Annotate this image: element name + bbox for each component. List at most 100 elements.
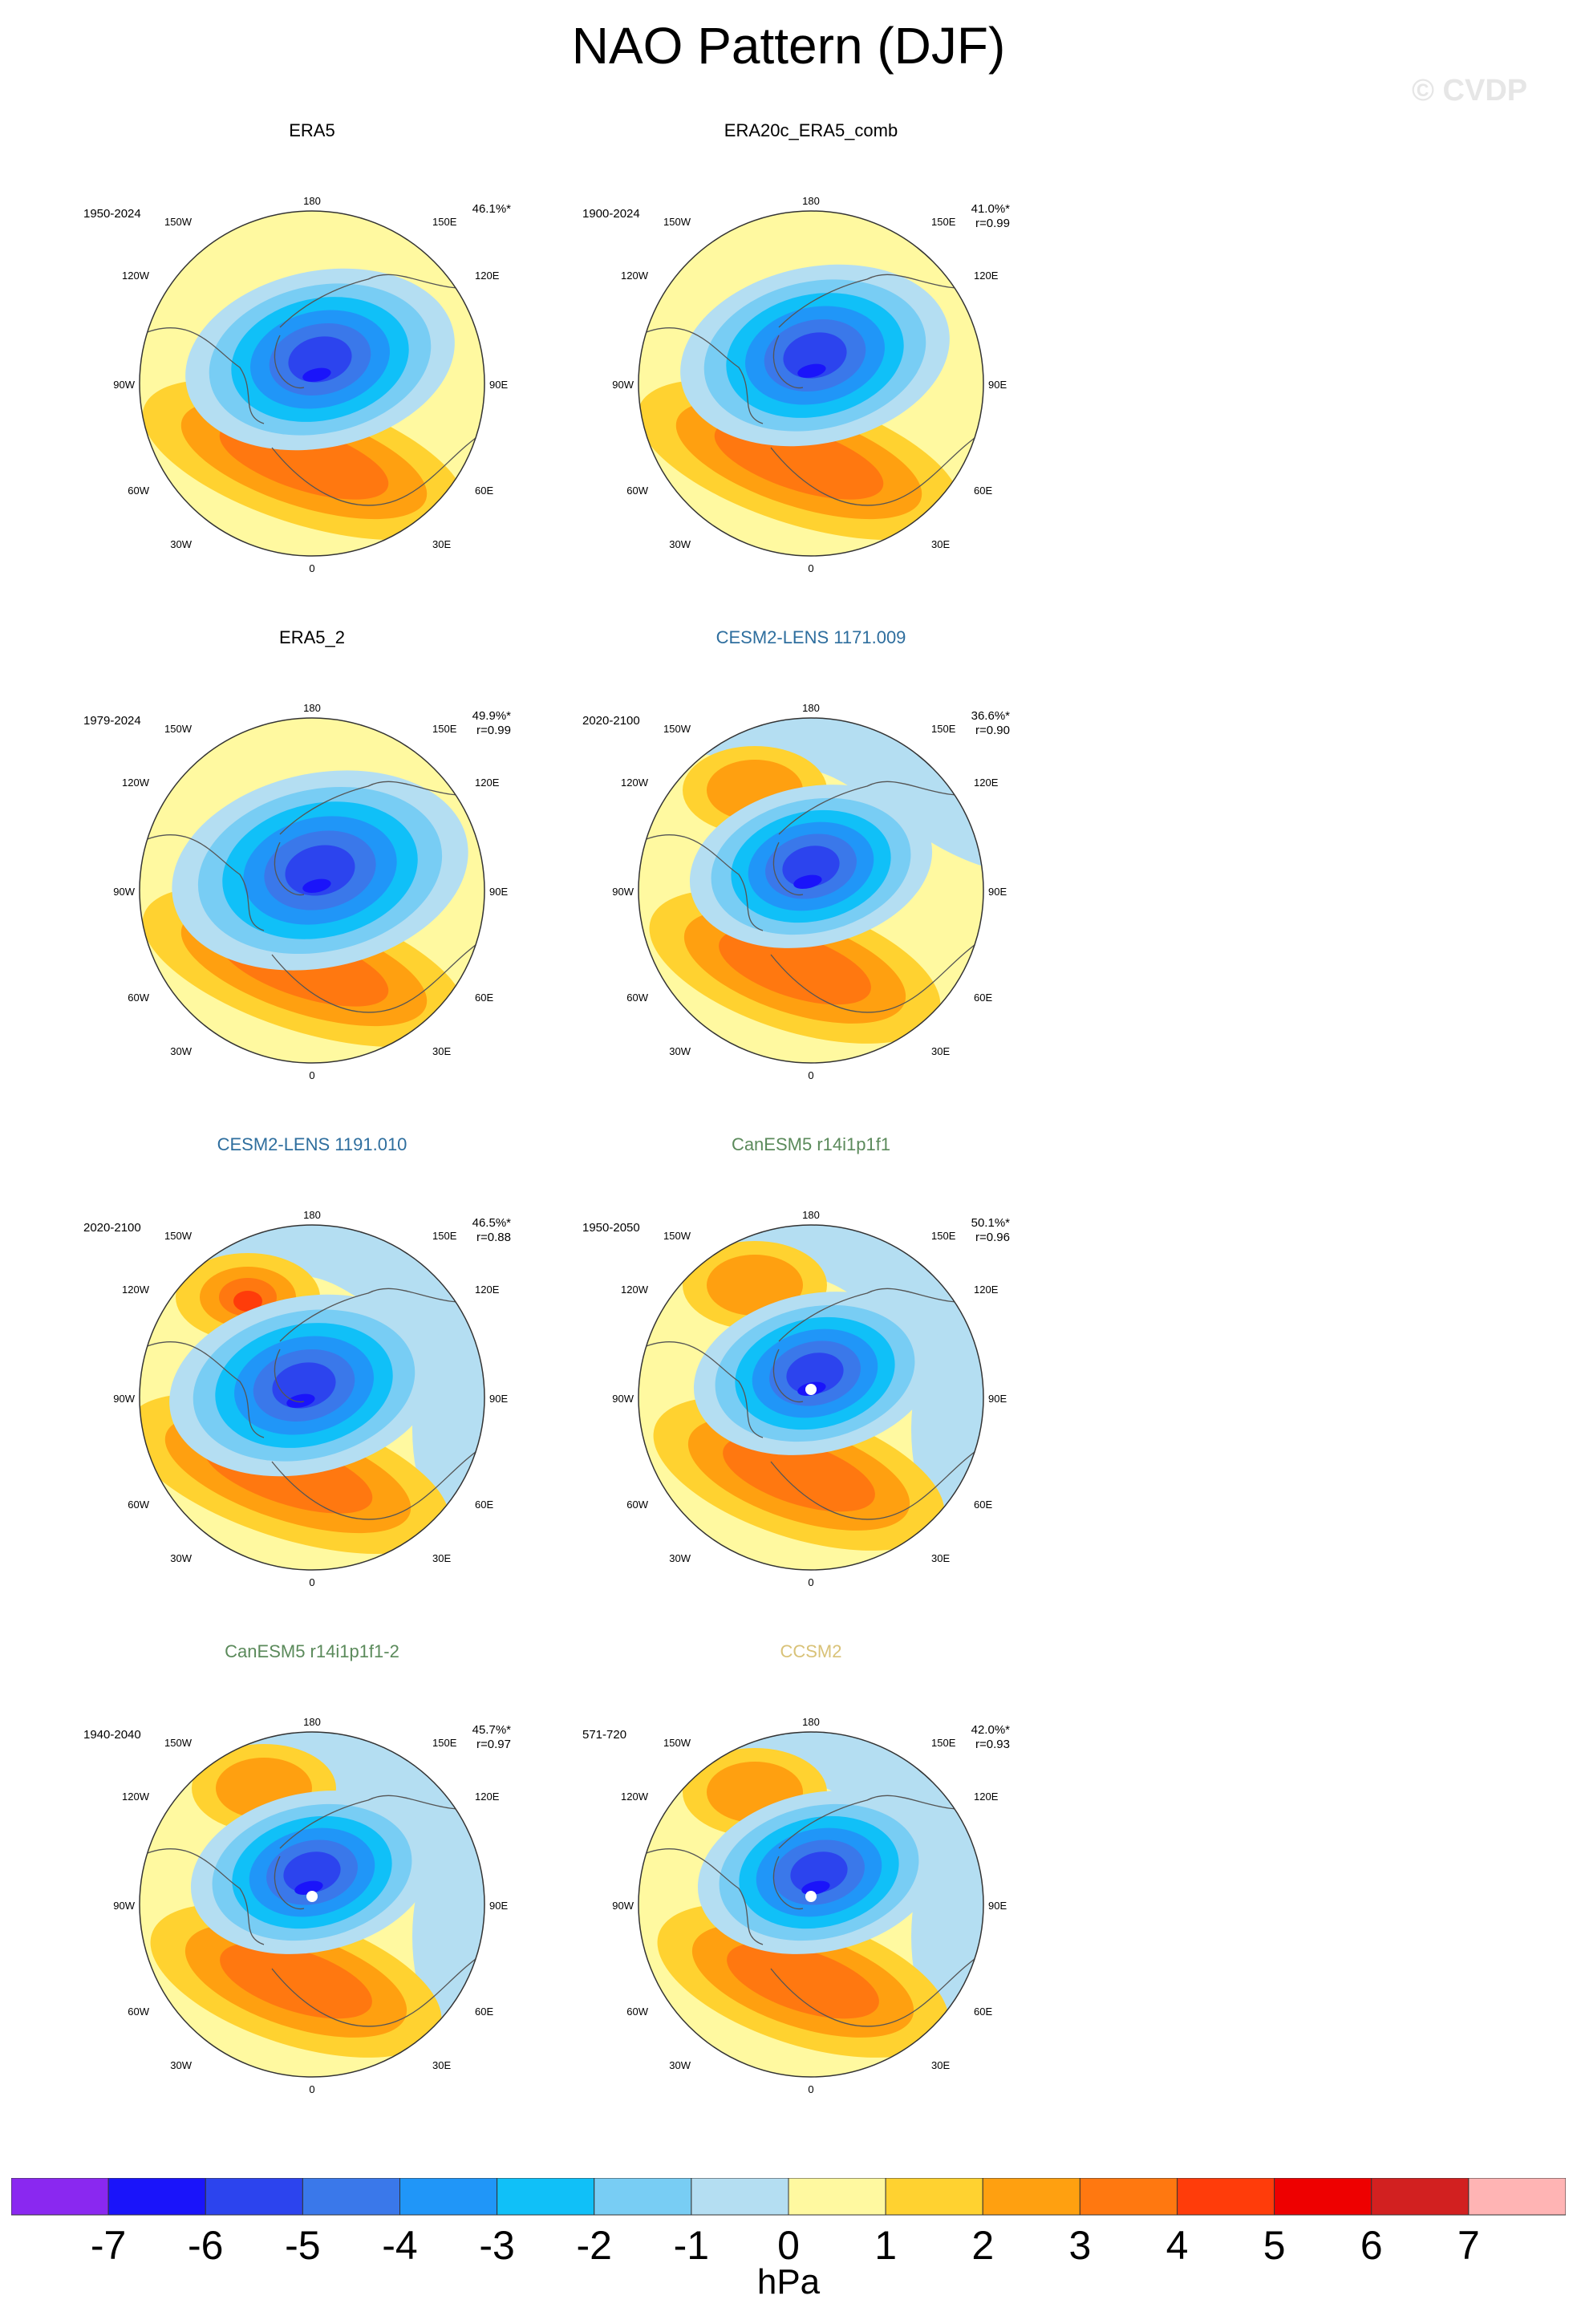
- pole-missing-marker: [805, 1891, 817, 1902]
- longitude-label: 90E: [489, 1393, 508, 1405]
- panel-title: CanESM5 r14i1p1f1-2: [225, 1641, 399, 1661]
- negative-contour: [272, 1362, 336, 1409]
- longitude-label: 60E: [974, 992, 992, 1004]
- longitude-label: 90W: [113, 1900, 135, 1912]
- map-panel: ERA20c_ERA5_comb 180 0 150W 150E 120W 120E 90W 9…: [510, 120, 1232, 626]
- longitude-label: 30E: [931, 538, 950, 550]
- longitude-label: 120E: [974, 270, 999, 282]
- longitude-label: 90E: [489, 379, 508, 391]
- colorbar-tick-label: -2: [576, 2223, 612, 2268]
- longitude-label: 60W: [128, 992, 149, 1004]
- negative-contour: [294, 1880, 323, 1895]
- longitude-label: 150E: [432, 1737, 457, 1749]
- longitude-label: 120E: [475, 1284, 500, 1296]
- colorbar-swatch: [982, 2178, 1080, 2216]
- longitude-label: 90W: [612, 1900, 634, 1912]
- longitude-label: 120E: [974, 1284, 999, 1296]
- year-range: 1950-2024: [83, 207, 141, 221]
- negative-region: [911, 1317, 983, 1542]
- panel-title: CCSM2: [780, 1641, 842, 1661]
- pole-missing-marker: [306, 1891, 318, 1902]
- colorbar-tick-label: 7: [1457, 2223, 1480, 2268]
- negative-contour: [302, 878, 331, 893]
- longitude-label: 150W: [164, 216, 193, 228]
- longitude-label: 120E: [475, 270, 500, 282]
- coastlines: [140, 1795, 484, 2027]
- colorbar-swatch: [885, 2178, 983, 2216]
- longitude-label: 150E: [432, 1230, 457, 1242]
- colorbar-tick-label: 4: [1166, 2223, 1189, 2268]
- colorbar-swatch: [399, 2178, 498, 2216]
- longitude-label: 150E: [931, 1737, 956, 1749]
- longitude-label: 120E: [974, 1791, 999, 1803]
- colorbar-swatch: [11, 2178, 109, 2216]
- longitude-label: 150W: [663, 1737, 691, 1749]
- longitude-label: 0: [808, 1069, 813, 1081]
- longitude-label: 90E: [988, 379, 1007, 391]
- longitude-label: 120W: [122, 1284, 150, 1296]
- map-panel: CanESM5 r14i1p1f1 180 0 150W 150E 120W 120E 90W…: [510, 1134, 1232, 1640]
- longitude-label: 60W: [626, 992, 648, 1004]
- year-range: 1950-2050: [582, 1221, 640, 1235]
- colorbar-tick-label: -3: [479, 2223, 515, 2268]
- longitude-label: 180: [802, 1209, 820, 1221]
- negative-contour: [283, 1851, 341, 1893]
- longitude-label: 150W: [164, 1737, 193, 1749]
- longitude-label: 180: [802, 702, 820, 714]
- colorbar-swatch: [1371, 2178, 1470, 2216]
- longitude-label: 60W: [626, 2006, 648, 2018]
- longitude-label: 180: [303, 702, 321, 714]
- explained-variance: 45.7%*: [472, 1723, 512, 1737]
- longitude-label: 30E: [432, 1552, 451, 1564]
- pattern-correlation: r=0.93: [975, 1738, 1010, 1751]
- longitude-label: 90W: [612, 379, 634, 391]
- explained-variance: 41.0%*: [971, 202, 1011, 216]
- year-range: 2020-2100: [582, 714, 640, 728]
- longitude-label: 120W: [621, 1284, 649, 1296]
- longitude-label: 180: [303, 1209, 321, 1221]
- negative-region: [911, 1824, 983, 2049]
- panel-title: CanESM5 r14i1p1f1: [731, 1134, 891, 1154]
- colorbar-tick-label: -4: [382, 2223, 418, 2268]
- pattern-correlation: r=0.88: [476, 1231, 511, 1244]
- longitude-label: 120E: [475, 1791, 500, 1803]
- map-panel: CESM2-LENS 1171.009 180 0 150W 150E 120W 120E 9…: [510, 627, 1232, 1133]
- longitude-label: 0: [309, 1576, 314, 1588]
- year-range: 1979-2024: [83, 714, 141, 728]
- longitude-label: 150E: [931, 723, 956, 735]
- explained-variance: 50.1%*: [971, 1216, 1011, 1230]
- longitude-label: 60E: [974, 2006, 992, 2018]
- panel-title: ERA5: [289, 120, 335, 140]
- panel-title: ERA5_2: [279, 627, 345, 647]
- map-panel: CESM2-LENS 1191.010 180 0 150W 150E 120W 120E 9…: [11, 1134, 733, 1640]
- negative-contour: [801, 1880, 830, 1895]
- longitude-label: 30W: [170, 1045, 192, 1057]
- coastlines: [639, 781, 983, 1013]
- coastlines: [639, 1795, 983, 2027]
- longitude-label: 120W: [621, 270, 649, 282]
- explained-variance: 46.1%*: [472, 202, 512, 216]
- longitude-label: 60E: [475, 1499, 493, 1511]
- colorbar-swatch: [205, 2178, 303, 2216]
- longitude-label: 30E: [432, 1045, 451, 1057]
- explained-variance: 49.9%*: [472, 709, 512, 723]
- colorbar-swatch: [107, 2178, 206, 2216]
- colorbar-swatch: [594, 2178, 692, 2216]
- longitude-label: 60W: [626, 1499, 648, 1511]
- longitude-label: 120W: [122, 270, 150, 282]
- longitude-label: 30W: [669, 1045, 691, 1057]
- map-panel: ERA5 180 0 150W 150E 120W 120E 90W 90E 60W 60E 30W 3…: [11, 120, 733, 626]
- longitude-label: 60W: [626, 485, 648, 497]
- positive-contour: [220, 1942, 372, 2019]
- longitude-label: 90W: [612, 886, 634, 898]
- colorbar-tick-label: 0: [777, 2223, 800, 2268]
- negative-contour: [302, 367, 331, 382]
- map-panel: ERA5_2 180 0 150W 150E 120W 120E 90W 90E 60W 60E 30…: [11, 627, 733, 1133]
- colorbar-tick-label: -6: [188, 2223, 224, 2268]
- longitude-label: 60E: [475, 992, 493, 1004]
- colorbar-swatch: [788, 2178, 886, 2216]
- longitude-label: 60E: [475, 485, 493, 497]
- longitude-label: 90E: [988, 886, 1007, 898]
- pattern-correlation: r=0.96: [975, 1231, 1010, 1244]
- longitude-label: 30E: [432, 2059, 451, 2071]
